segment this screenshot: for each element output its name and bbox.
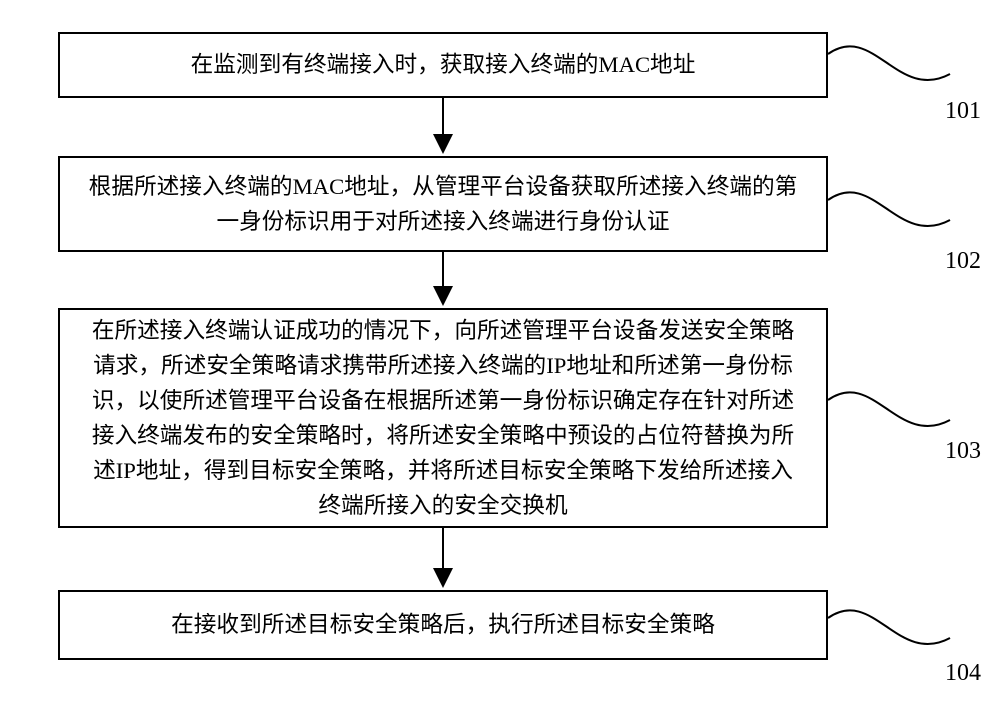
step-box-101: 在监测到有终端接入时，获取接入终端的MAC地址 <box>58 32 828 98</box>
step-label-102: 102 <box>945 248 981 275</box>
connector-104 <box>828 610 950 644</box>
connector-101 <box>828 46 950 80</box>
step-text-104: 在接收到所述目标安全策略后，执行所述目标安全策略 <box>153 607 733 642</box>
connector-102 <box>828 192 950 226</box>
step-label-104: 104 <box>945 660 981 687</box>
step-box-103: 在所述接入终端认证成功的情况下，向所述管理平台设备发送安全策略 请求，所述安全策… <box>58 308 828 528</box>
connector-103 <box>828 392 950 426</box>
step-box-104: 在接收到所述目标安全策略后，执行所述目标安全策略 <box>58 590 828 660</box>
step-label-101: 101 <box>945 98 981 125</box>
flowchart-canvas: 在监测到有终端接入时，获取接入终端的MAC地址 根据所述接入终端的MAC地址，从… <box>0 0 1000 728</box>
step-text-103: 在所述接入终端认证成功的情况下，向所述管理平台设备发送安全策略 请求，所述安全策… <box>74 313 812 524</box>
step-label-103: 103 <box>945 438 981 465</box>
step-text-102: 根据所述接入终端的MAC地址，从管理平台设备获取所述接入终端的第 一身份标识用于… <box>71 169 816 239</box>
step-box-102: 根据所述接入终端的MAC地址，从管理平台设备获取所述接入终端的第 一身份标识用于… <box>58 156 828 252</box>
step-text-101: 在监测到有终端接入时，获取接入终端的MAC地址 <box>173 47 714 82</box>
